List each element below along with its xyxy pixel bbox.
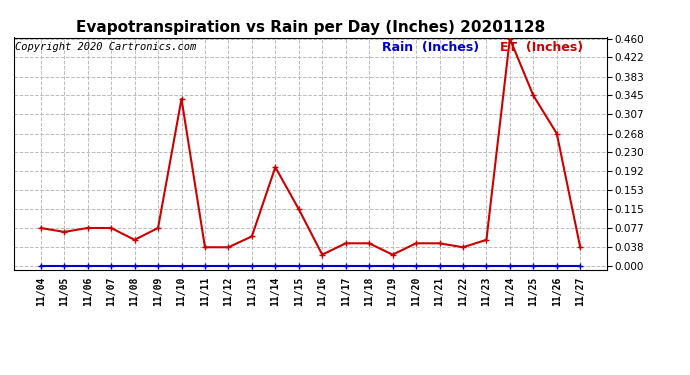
Text: Rain  (Inches): Rain (Inches) <box>382 41 479 54</box>
Text: ET  (Inches): ET (Inches) <box>500 41 584 54</box>
Title: Evapotranspiration vs Rain per Day (Inches) 20201128: Evapotranspiration vs Rain per Day (Inch… <box>76 20 545 35</box>
Text: Copyright 2020 Cartronics.com: Copyright 2020 Cartronics.com <box>15 42 196 52</box>
